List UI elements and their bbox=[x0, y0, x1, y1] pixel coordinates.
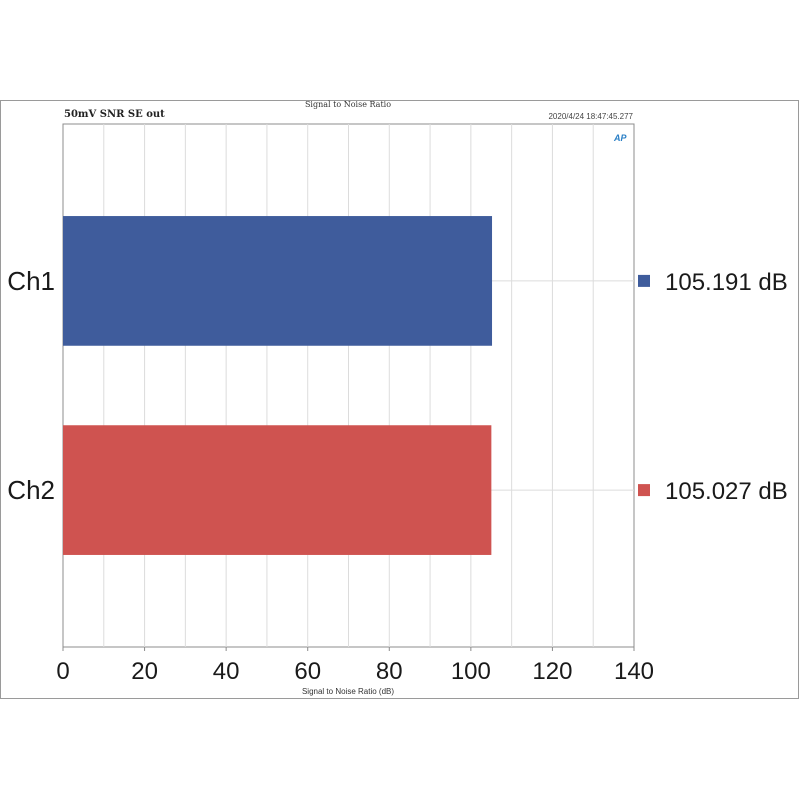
chart-frame bbox=[0, 100, 799, 699]
x-tick-label: 120 bbox=[532, 658, 572, 685]
x-tick-labels: 0 20 40 60 80 100 120 140 bbox=[56, 647, 654, 685]
x-tick-label: 60 bbox=[294, 658, 321, 685]
category-labels: Ch1 Ch2 bbox=[7, 266, 55, 505]
legend-value-label: 105.191 dB bbox=[665, 269, 788, 296]
bar-ch1 bbox=[63, 216, 493, 346]
legend-swatch bbox=[638, 274, 650, 287]
legend-value-label: 105.027 dB bbox=[665, 478, 788, 505]
chart-title: Signal to Noise Ratio bbox=[305, 100, 391, 109]
category-label: Ch1 bbox=[7, 266, 55, 296]
measurement-name: 50mV SNR SE out bbox=[64, 109, 165, 120]
ap-logo: AP bbox=[613, 133, 627, 143]
gridlines bbox=[63, 124, 634, 647]
x-tick-label: 140 bbox=[614, 658, 654, 685]
legend: 105.191 dB 105.027 dB bbox=[638, 269, 788, 505]
x-tick-label: 80 bbox=[376, 658, 403, 685]
bar-ch2 bbox=[63, 425, 492, 555]
x-tick-label: 0 bbox=[56, 658, 69, 685]
timestamp: 2020/4/24 18:47:45.277 bbox=[548, 112, 633, 121]
x-tick-label: 100 bbox=[451, 658, 491, 685]
bars bbox=[63, 216, 493, 555]
category-label: Ch2 bbox=[7, 475, 55, 505]
x-tick-label: 40 bbox=[213, 658, 240, 685]
legend-swatch bbox=[638, 484, 650, 497]
x-axis-label: Signal to Noise Ratio (dB) bbox=[302, 687, 394, 696]
x-tick-label: 20 bbox=[131, 658, 158, 685]
